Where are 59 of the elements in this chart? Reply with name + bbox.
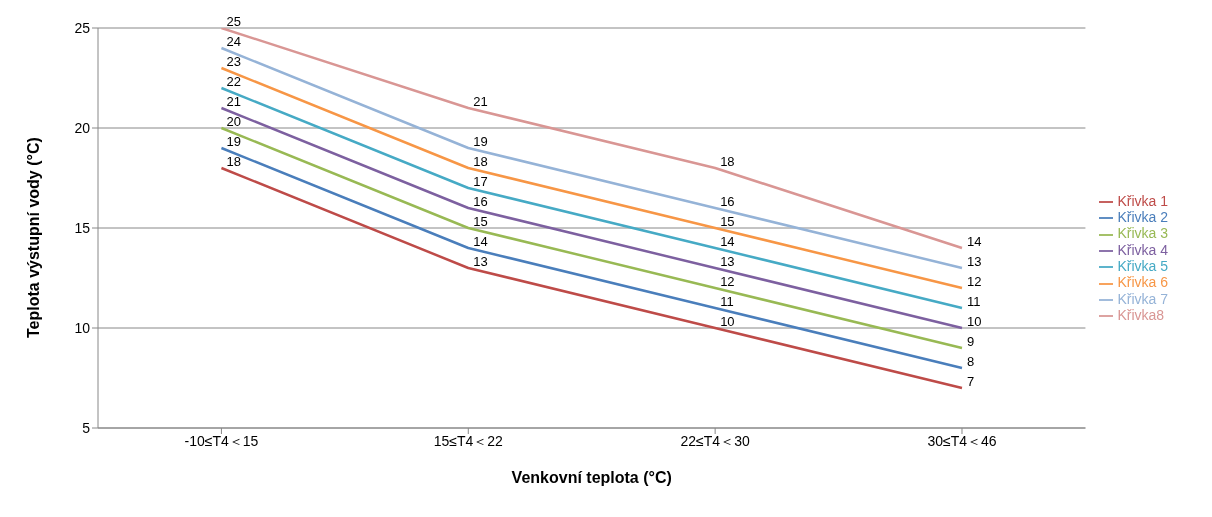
y-axis-title: Teplota výstupní vody (°C) [24,137,42,338]
data-label: 12 [966,273,982,289]
data-label: 8 [966,353,975,369]
y-tick-label: 20 [74,119,91,136]
x-axis-title: Venkovní teplota (°C) [511,469,672,486]
data-label: 10 [966,313,982,329]
x-tick-label: 30≤T4＜46 [927,432,997,449]
data-label: 15 [720,213,735,229]
data-label: 18 [226,153,241,169]
legend-label: Křivka 7 [1117,290,1168,307]
data-label: 13 [966,253,982,269]
data-label: 12 [720,273,735,289]
line-series [220,126,964,350]
data-label: 16 [720,193,735,209]
data-label: 21 [473,93,488,109]
line-series [220,146,964,370]
y-tick-label: 15 [74,219,91,236]
line-series [220,106,964,330]
y-tick-label: 10 [74,319,91,336]
data-label: 10 [720,313,735,329]
line-series [220,46,964,270]
data-label: 14 [966,233,982,249]
data-label: 19 [226,133,241,149]
data-label: 19 [473,133,488,149]
legend-label: Křivka 2 [1117,209,1168,226]
legend-label: Křivka 4 [1117,241,1168,258]
data-label: 11 [720,293,734,309]
data-label: 18 [473,153,488,169]
data-label: 7 [966,373,975,389]
data-label: 13 [473,253,488,269]
data-label: 18 [720,153,735,169]
legend-label: Křivka8 [1117,306,1165,323]
line-series [220,28,964,250]
legend-label: Křivka 6 [1117,274,1168,291]
data-label: 14 [720,233,735,249]
y-tick-label: 5 [82,419,91,436]
data-label: 15 [473,213,488,229]
legend-label: Křivka 3 [1117,225,1168,242]
data-label: 20 [226,113,241,129]
x-tick-label: -10≤T4＜15 [184,432,259,449]
legend-label: Křivka 5 [1117,258,1168,274]
data-label: 21 [226,93,241,109]
line-series [220,66,964,290]
data-label: 11 [966,293,981,309]
data-label: 14 [473,233,488,249]
x-tick-label: 15≤T4＜22 [433,432,504,449]
data-label: 23 [226,53,241,69]
data-label: 9 [966,333,975,349]
data-label: 22 [226,73,241,89]
legend-label: Křivka 1 [1117,192,1168,209]
data-label: 13 [720,253,735,269]
line-series [220,86,964,310]
y-tick-label: 25 [74,19,91,36]
data-label: 24 [226,33,241,49]
data-label: 16 [473,193,488,209]
data-label: 25 [226,13,241,29]
x-tick-label: 22≤T4＜30 [680,432,750,449]
line-series [220,166,964,390]
data-label: 17 [473,173,488,189]
